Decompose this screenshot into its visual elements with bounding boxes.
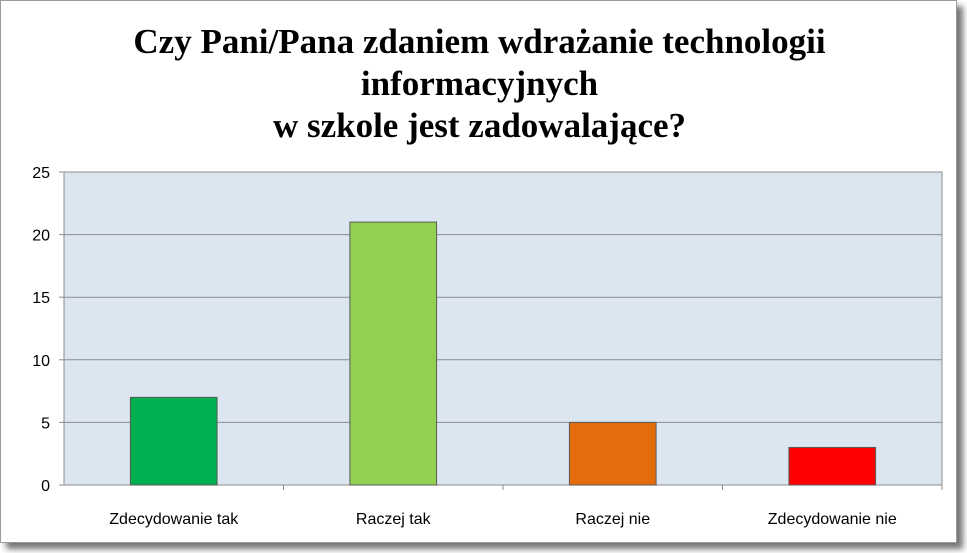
y-tick-label-20: 20 [32, 228, 50, 245]
y-tick-label-25: 25 [32, 165, 50, 182]
chart-title-line-1: Czy Pani/Pana zdaniem wdrażanie technolo… [133, 22, 826, 61]
chart-title: Czy Pani/Pana zdaniem wdrażanie technolo… [1, 21, 958, 147]
y-tick-label-0: 0 [41, 478, 50, 495]
y-tick-label-15: 15 [32, 290, 50, 307]
y-tick-label-5: 5 [41, 415, 50, 432]
bar-3 [568, 421, 657, 486]
bar-2 [349, 221, 438, 486]
x-tick-label-2: Raczej tak [356, 511, 432, 528]
chart-title-line-3: w szkole jest zadowalające? [272, 106, 687, 145]
y-tick-label-10: 10 [32, 353, 50, 370]
bar-1 [129, 396, 218, 486]
bar-4 [788, 446, 877, 486]
x-tick-label-1: Zdecydowanie tak [109, 511, 239, 528]
x-tick-label-4: Zdecydowanie nie [768, 511, 897, 528]
x-tick-label-3: Raczej nie [575, 511, 650, 528]
chart-title-line-2: informacyjnych [360, 64, 599, 103]
